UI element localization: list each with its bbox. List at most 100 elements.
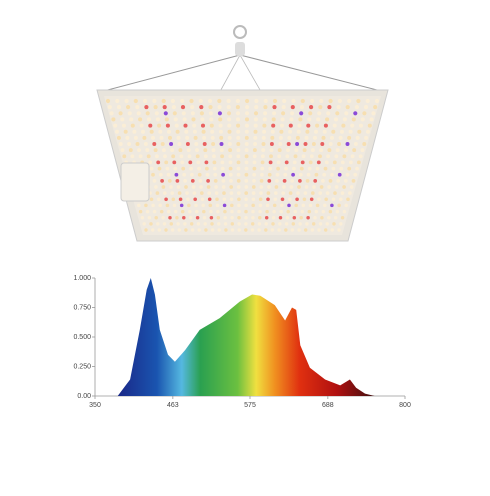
led bbox=[302, 148, 307, 153]
led bbox=[317, 197, 321, 202]
led bbox=[356, 160, 361, 165]
led bbox=[313, 129, 319, 134]
led bbox=[209, 209, 213, 214]
led bbox=[263, 98, 268, 104]
led bbox=[277, 228, 281, 232]
led-array bbox=[105, 98, 380, 232]
led bbox=[177, 228, 181, 232]
led bbox=[236, 142, 241, 146]
led bbox=[334, 154, 339, 159]
led bbox=[155, 191, 160, 195]
led bbox=[138, 154, 143, 159]
led bbox=[265, 203, 270, 208]
led bbox=[210, 222, 214, 226]
led bbox=[174, 172, 179, 177]
led bbox=[126, 105, 131, 110]
led bbox=[294, 203, 298, 208]
led bbox=[262, 129, 267, 134]
led bbox=[145, 148, 150, 153]
led bbox=[325, 222, 329, 226]
led bbox=[138, 117, 143, 122]
x-tick-label: 688 bbox=[322, 402, 334, 409]
led bbox=[306, 172, 311, 177]
led bbox=[203, 148, 208, 153]
led bbox=[257, 228, 261, 232]
led bbox=[120, 117, 125, 122]
led bbox=[316, 160, 321, 165]
led bbox=[236, 160, 241, 165]
led bbox=[186, 197, 190, 202]
led bbox=[262, 123, 267, 128]
led bbox=[323, 166, 328, 171]
led bbox=[165, 166, 170, 171]
led bbox=[292, 166, 296, 171]
led bbox=[213, 179, 218, 183]
led bbox=[157, 123, 162, 128]
led bbox=[175, 129, 180, 134]
led bbox=[177, 142, 182, 146]
led bbox=[193, 197, 197, 202]
led bbox=[315, 203, 320, 208]
led bbox=[253, 129, 258, 134]
led bbox=[291, 98, 296, 104]
led bbox=[269, 154, 273, 159]
led bbox=[291, 222, 296, 226]
led bbox=[266, 197, 270, 202]
led bbox=[312, 185, 316, 189]
led bbox=[189, 222, 194, 226]
led bbox=[214, 185, 218, 189]
led bbox=[118, 142, 123, 146]
led bbox=[294, 148, 299, 153]
led bbox=[175, 215, 179, 220]
led bbox=[244, 135, 249, 140]
led bbox=[183, 179, 187, 183]
led bbox=[115, 98, 120, 104]
led bbox=[344, 148, 348, 153]
led bbox=[221, 185, 226, 189]
led bbox=[185, 135, 190, 140]
led bbox=[330, 203, 334, 208]
led bbox=[244, 209, 248, 214]
led bbox=[244, 123, 249, 128]
led bbox=[188, 209, 192, 214]
led bbox=[210, 135, 215, 140]
led bbox=[182, 215, 186, 220]
led bbox=[295, 135, 300, 140]
led bbox=[351, 179, 356, 183]
led bbox=[358, 154, 363, 159]
led bbox=[177, 191, 182, 195]
led bbox=[244, 191, 249, 195]
led bbox=[299, 166, 304, 171]
led bbox=[339, 129, 345, 134]
led bbox=[151, 172, 155, 177]
led bbox=[332, 222, 336, 226]
led bbox=[345, 105, 350, 110]
y-tick-label: 0.500 bbox=[73, 334, 91, 341]
led bbox=[311, 222, 316, 226]
led bbox=[266, 191, 271, 195]
led bbox=[340, 191, 345, 195]
led bbox=[194, 142, 199, 146]
driver-box bbox=[120, 162, 150, 202]
led bbox=[158, 129, 163, 134]
led bbox=[268, 160, 273, 165]
led bbox=[152, 179, 157, 183]
led bbox=[180, 98, 185, 104]
led bbox=[268, 166, 273, 171]
led bbox=[210, 129, 215, 134]
led bbox=[347, 98, 352, 104]
led bbox=[322, 172, 327, 177]
led bbox=[217, 111, 222, 116]
hanger bbox=[235, 42, 245, 56]
led bbox=[261, 142, 266, 146]
led bbox=[202, 142, 207, 146]
led bbox=[301, 203, 306, 208]
led bbox=[184, 129, 189, 134]
led bbox=[290, 228, 295, 232]
led bbox=[337, 98, 342, 104]
led bbox=[123, 129, 128, 134]
led bbox=[144, 228, 148, 232]
led bbox=[373, 105, 378, 110]
led bbox=[288, 123, 293, 128]
